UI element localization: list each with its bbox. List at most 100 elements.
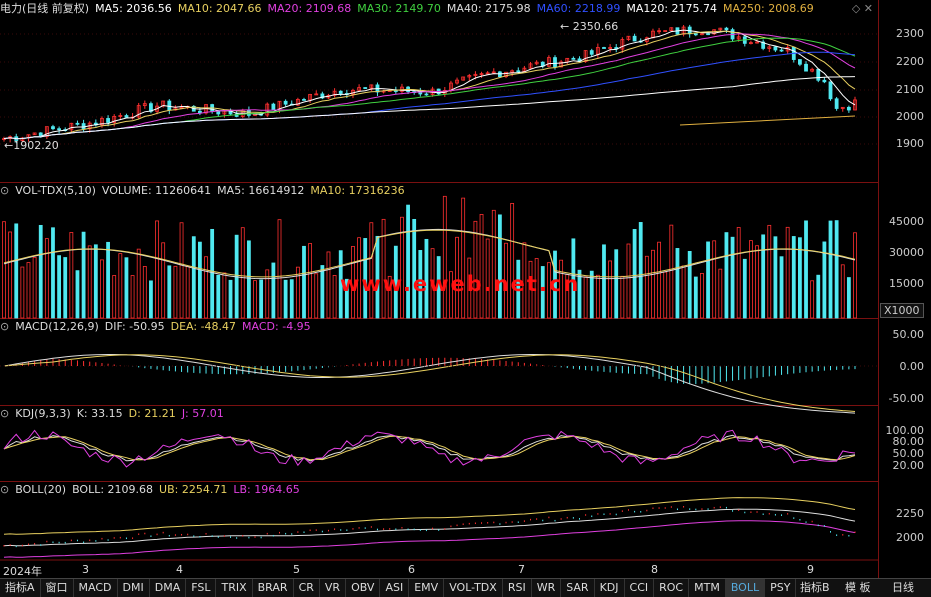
volume-bar: [38, 224, 43, 319]
volume-bar: [546, 262, 551, 319]
ma-legend: MA5: 2036.56 MA10: 2047.66 MA20: 2109.68 MA…: [95, 2, 820, 15]
tab-dma[interactable]: DMA: [150, 579, 187, 597]
tab-fsl[interactable]: FSL: [186, 579, 217, 597]
tab-cci[interactable]: CCI: [625, 579, 655, 597]
volume-bar: [773, 236, 778, 319]
volume-bar: [100, 259, 104, 319]
volume-bar: [406, 204, 410, 319]
tab-dmi[interactable]: DMI: [118, 579, 150, 597]
candle-body: [516, 70, 521, 73]
tab-sar[interactable]: SAR: [561, 579, 595, 597]
tab-指标a[interactable]: 指标A: [0, 579, 41, 597]
candle-body: [467, 75, 472, 78]
diamond-icon[interactable]: ◇: [851, 2, 861, 15]
candle-body: [755, 41, 759, 44]
tab-vr[interactable]: VR: [320, 579, 347, 597]
candle-body: [283, 100, 288, 105]
tab-template[interactable]: 模 板: [845, 581, 871, 594]
volume-bar: [93, 244, 98, 319]
volume-bar: [142, 266, 147, 319]
candle-body: [749, 42, 753, 45]
collapse-icon[interactable]: ⊙: [0, 483, 10, 496]
volume-bar: [816, 274, 821, 319]
volume-bar: [344, 278, 349, 319]
volume-bar: [259, 279, 264, 319]
y-tick-vol-1: 30000: [889, 246, 924, 259]
tab-roc[interactable]: ROC: [654, 579, 690, 597]
tab-boll[interactable]: BOLL: [725, 579, 766, 597]
volume-bar: [626, 243, 631, 319]
close-icon[interactable]: ✕: [863, 2, 873, 15]
tab-emv[interactable]: EMV: [409, 579, 445, 597]
candle-body: [632, 35, 637, 42]
collapse-icon[interactable]: ⊙: [0, 184, 10, 197]
volume-ma10-line: [3, 229, 856, 278]
period-label[interactable]: 日线: [892, 581, 914, 594]
volume-bar: [161, 242, 166, 319]
tab-psy[interactable]: PSY: [765, 579, 797, 597]
tab-brar[interactable]: BRAR: [253, 579, 294, 597]
x-label-3: 5: [293, 563, 300, 576]
volume-bar: [442, 195, 447, 319]
volume-bar: [797, 237, 802, 319]
volume-bar: [583, 276, 588, 319]
kdj-legend: ⊙ KDJ(9,3,3) K: 33.15 D: 21.21 J: 57.01: [0, 406, 236, 422]
volume-bar: [14, 223, 19, 319]
volume-title: VOL-TDX(5,10): [15, 184, 96, 197]
volume-bar: [540, 266, 545, 319]
indicator-tab-bar: 指标A 窗口 MACD DMI DMA FSL TRIX BRAR CR VR OBV ASI EMV V…: [0, 578, 931, 597]
volume-bar: [400, 216, 404, 319]
volume-bar: [589, 270, 594, 319]
tab-wr[interactable]: WR: [532, 579, 562, 597]
tab-kdj[interactable]: KDJ: [595, 579, 625, 597]
tab-trix[interactable]: TRIX: [216, 579, 253, 597]
main-legend: 电力(日线 前复权) MA5: 2036.56 MA10: 2047.66 MA20:…: [0, 1, 826, 17]
candle-body: [485, 72, 490, 75]
x-label-5: 7: [518, 563, 525, 576]
candle-body: [57, 128, 62, 131]
tab-macd[interactable]: MACD: [74, 579, 118, 597]
volume-bar: [473, 220, 478, 319]
candle-body: [265, 103, 270, 116]
candle-body: [828, 81, 833, 100]
ma-value-0: MA5: 2036.56: [95, 2, 172, 15]
divider-macd: [0, 318, 878, 319]
chart-canvas[interactable]: ← 2350.66 ←1902.20: [0, 0, 878, 578]
boll-lower-line: [3, 520, 856, 558]
tab-vol-tdx[interactable]: VOL-TDX: [444, 579, 503, 597]
volume-bar: [173, 265, 178, 319]
volume-bar: [302, 245, 306, 319]
tab-indicator-b[interactable]: 指标B: [800, 581, 830, 594]
collapse-icon[interactable]: ⊙: [0, 407, 10, 420]
volume-unit-badge[interactable]: X1000: [880, 303, 924, 318]
volume-bar: [571, 238, 576, 319]
volume-bar: [614, 249, 619, 319]
volume-bar: [461, 197, 466, 319]
collapse-icon[interactable]: ⊙: [0, 320, 10, 333]
x-label-4: 6: [408, 563, 415, 576]
volume-bar: [657, 241, 661, 319]
volume-bar: [363, 238, 368, 319]
volume-bar: [687, 250, 692, 319]
volume-bar: [651, 249, 655, 319]
boll-value-1: UB: 2254.71: [159, 483, 228, 496]
ma-value-1: MA10: 2047.66: [177, 2, 262, 15]
candle-body: [112, 115, 117, 123]
macd-dif-line: [3, 354, 856, 414]
candle-body: [761, 41, 766, 49]
candle-body: [853, 99, 857, 111]
volume-bar: [675, 248, 680, 319]
macd-value-1: DEA: -48.47: [170, 320, 237, 333]
tab-窗口[interactable]: 窗口: [41, 579, 74, 597]
tab-obv[interactable]: OBV: [346, 579, 381, 597]
candle-body: [846, 106, 851, 111]
y-tick-kdj-1: 80.00: [892, 435, 925, 448]
ma-value-7: MA250: 2008.69: [723, 2, 814, 15]
tab-mtm[interactable]: MTM: [689, 579, 726, 597]
tab-cr[interactable]: CR: [294, 579, 320, 597]
candle-body: [583, 50, 588, 63]
ma-value-2: MA20: 2109.68: [267, 2, 352, 15]
tab-rsi[interactable]: RSI: [503, 579, 532, 597]
tab-asi[interactable]: ASI: [380, 579, 410, 597]
volume-bar: [81, 231, 86, 319]
